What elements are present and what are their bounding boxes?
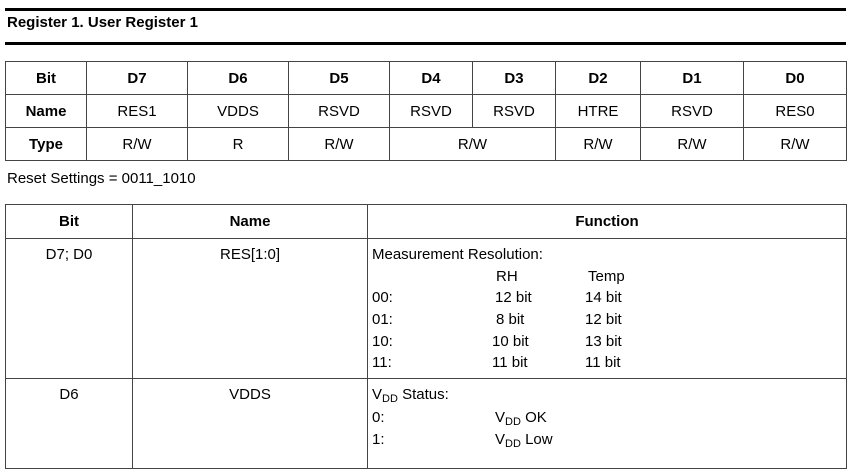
bit-d3: D3 bbox=[472, 61, 556, 95]
reset-settings: Reset Settings = 0011_1010 bbox=[7, 170, 196, 187]
name-d6: VDDS bbox=[187, 94, 289, 128]
bit-d1: D1 bbox=[640, 61, 744, 95]
register-title: Register 1. User Register 1 bbox=[7, 14, 198, 31]
setting-rh: 11 bit bbox=[492, 354, 528, 371]
bit-d5: D5 bbox=[288, 61, 390, 95]
function-heading: VDD Status: bbox=[372, 386, 449, 405]
bit-d7: D7 bbox=[86, 61, 188, 95]
function-header-row: Bit Name Function bbox=[5, 204, 847, 239]
name-d0: RES0 bbox=[743, 94, 847, 128]
setting-temp: 14 bit bbox=[585, 289, 622, 306]
name-d1: RSVD bbox=[640, 94, 744, 128]
type-d5: R/W bbox=[288, 127, 390, 161]
setting-code: 1: bbox=[372, 431, 385, 448]
name-d2: HTRE bbox=[555, 94, 641, 128]
function-heading: Measurement Resolution: bbox=[372, 246, 543, 263]
row-name: RES[1:0] bbox=[132, 238, 368, 379]
function-table: Bit Name Function D7; D0 RES[1:0] Measur… bbox=[5, 204, 847, 469]
setting-code: 00: bbox=[372, 289, 393, 306]
title-rule bbox=[5, 42, 846, 45]
column-rh: RH bbox=[496, 268, 518, 285]
row-function: VDD Status: 0: VDD OK 1: VDD Low bbox=[367, 378, 847, 469]
setting-temp: 12 bit bbox=[585, 311, 622, 328]
header-bit: Bit bbox=[5, 204, 133, 239]
name-row: Name RES1 VDDS RSVD RSVD RSVD HTRE RSVD … bbox=[5, 94, 847, 128]
type-d4-d3: R/W bbox=[389, 127, 556, 161]
row-label-bit: Bit bbox=[5, 61, 87, 95]
name-d3: RSVD bbox=[472, 94, 556, 128]
table-row: D6 VDDS VDD Status: 0: VDD OK 1: VDD Low bbox=[5, 378, 847, 469]
bit-table: Bit D7 D6 D5 D4 D3 D2 D1 D0 Name RES1 VD… bbox=[5, 61, 847, 161]
setting-rh: 12 bit bbox=[495, 289, 532, 306]
column-temp: Temp bbox=[588, 268, 625, 285]
setting-code: 10: bbox=[372, 333, 393, 350]
row-bit: D7; D0 bbox=[5, 238, 133, 379]
row-function: Measurement Resolution: RH Temp 00: 12 b… bbox=[367, 238, 847, 379]
type-row: Type R/W R R/W R/W R/W R/W R/W bbox=[5, 127, 847, 161]
setting-code: 01: bbox=[372, 311, 393, 328]
bit-d6: D6 bbox=[187, 61, 289, 95]
setting-value: VDD OK bbox=[495, 409, 547, 428]
type-d7: R/W bbox=[86, 127, 188, 161]
setting-value: VDD Low bbox=[495, 431, 553, 450]
setting-rh: 10 bit bbox=[492, 333, 529, 350]
setting-temp: 13 bit bbox=[585, 333, 622, 350]
row-label-type: Type bbox=[5, 127, 87, 161]
name-d5: RSVD bbox=[288, 94, 390, 128]
type-d2: R/W bbox=[555, 127, 641, 161]
table-row: D7; D0 RES[1:0] Measurement Resolution: … bbox=[5, 238, 847, 379]
row-bit: D6 bbox=[5, 378, 133, 469]
setting-code: 11: bbox=[372, 354, 392, 371]
row-label-name: Name bbox=[5, 94, 87, 128]
type-d0: R/W bbox=[743, 127, 847, 161]
name-d4: RSVD bbox=[389, 94, 473, 128]
bit-d0: D0 bbox=[743, 61, 847, 95]
header-function: Function bbox=[367, 204, 847, 239]
bit-row: Bit D7 D6 D5 D4 D3 D2 D1 D0 bbox=[5, 61, 847, 95]
name-d7: RES1 bbox=[86, 94, 188, 128]
row-name: VDDS bbox=[132, 378, 368, 469]
setting-rh: 8 bit bbox=[496, 311, 525, 328]
setting-code: 0: bbox=[372, 409, 385, 426]
type-d6: R bbox=[187, 127, 289, 161]
bit-d2: D2 bbox=[555, 61, 641, 95]
top-rule bbox=[5, 8, 846, 11]
setting-temp: 11 bit bbox=[585, 354, 621, 371]
bit-d4: D4 bbox=[389, 61, 473, 95]
header-name: Name bbox=[132, 204, 368, 239]
type-d1: R/W bbox=[640, 127, 744, 161]
